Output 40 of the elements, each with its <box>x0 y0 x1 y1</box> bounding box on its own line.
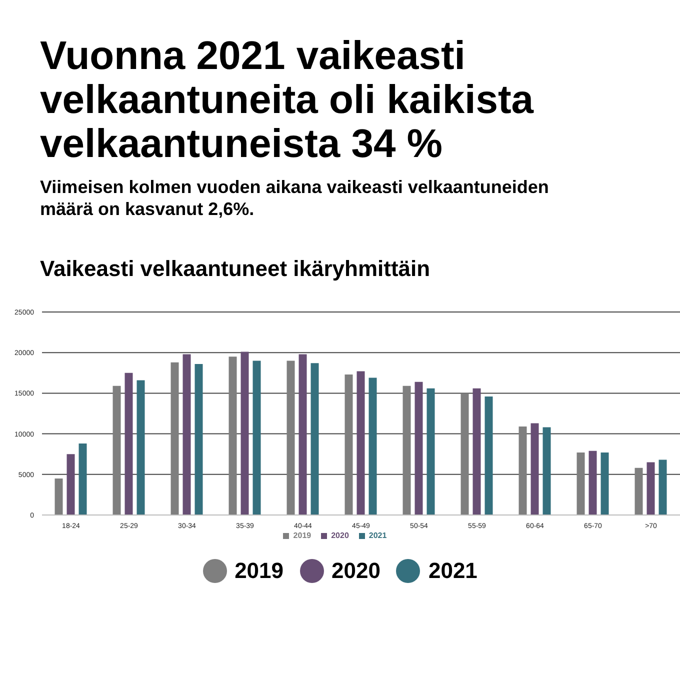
bar <box>344 374 353 515</box>
bar <box>66 454 75 515</box>
bar <box>576 452 585 515</box>
bar <box>634 468 643 515</box>
bar <box>426 388 435 515</box>
legend-label: 2019 <box>293 531 312 540</box>
large-legend: 2019 2020 2021 <box>0 558 680 584</box>
bar <box>310 363 319 515</box>
bar <box>368 378 377 515</box>
bar <box>228 356 237 515</box>
bar <box>112 386 121 515</box>
bar <box>286 360 295 515</box>
bar <box>54 478 63 515</box>
bar <box>240 352 249 515</box>
legend-label: 2021 <box>368 531 387 540</box>
bar <box>588 450 597 515</box>
bar <box>136 380 145 515</box>
bar <box>402 386 411 515</box>
bar <box>600 452 609 515</box>
bar <box>518 426 527 515</box>
bar <box>484 396 493 515</box>
bar <box>414 382 423 515</box>
bar <box>170 362 179 515</box>
bar <box>194 364 203 515</box>
bar <box>460 393 469 515</box>
bar <box>252 360 261 515</box>
text: Vaikeasti velkaantuneet ikäryhmittäin <box>40 256 430 282</box>
chart-title: Vuonna 2021 vaikeasti velkaantuneita oli kaikista velkaantuneista 34 % <box>40 34 535 166</box>
bar <box>530 423 539 515</box>
chart-subtitle: Viimeisen kolmen vuoden aikana vaikeasti velkaantuneiden määrä on kasvanut 2,6%. <box>40 176 550 220</box>
bar <box>658 460 667 515</box>
bar <box>356 371 365 515</box>
bar <box>646 462 655 515</box>
legend-label: 2020 <box>331 531 349 540</box>
bar <box>472 388 481 515</box>
bar <box>298 354 307 515</box>
bar <box>124 372 133 515</box>
bar <box>78 444 87 515</box>
bar <box>182 354 191 515</box>
bar <box>542 427 551 515</box>
